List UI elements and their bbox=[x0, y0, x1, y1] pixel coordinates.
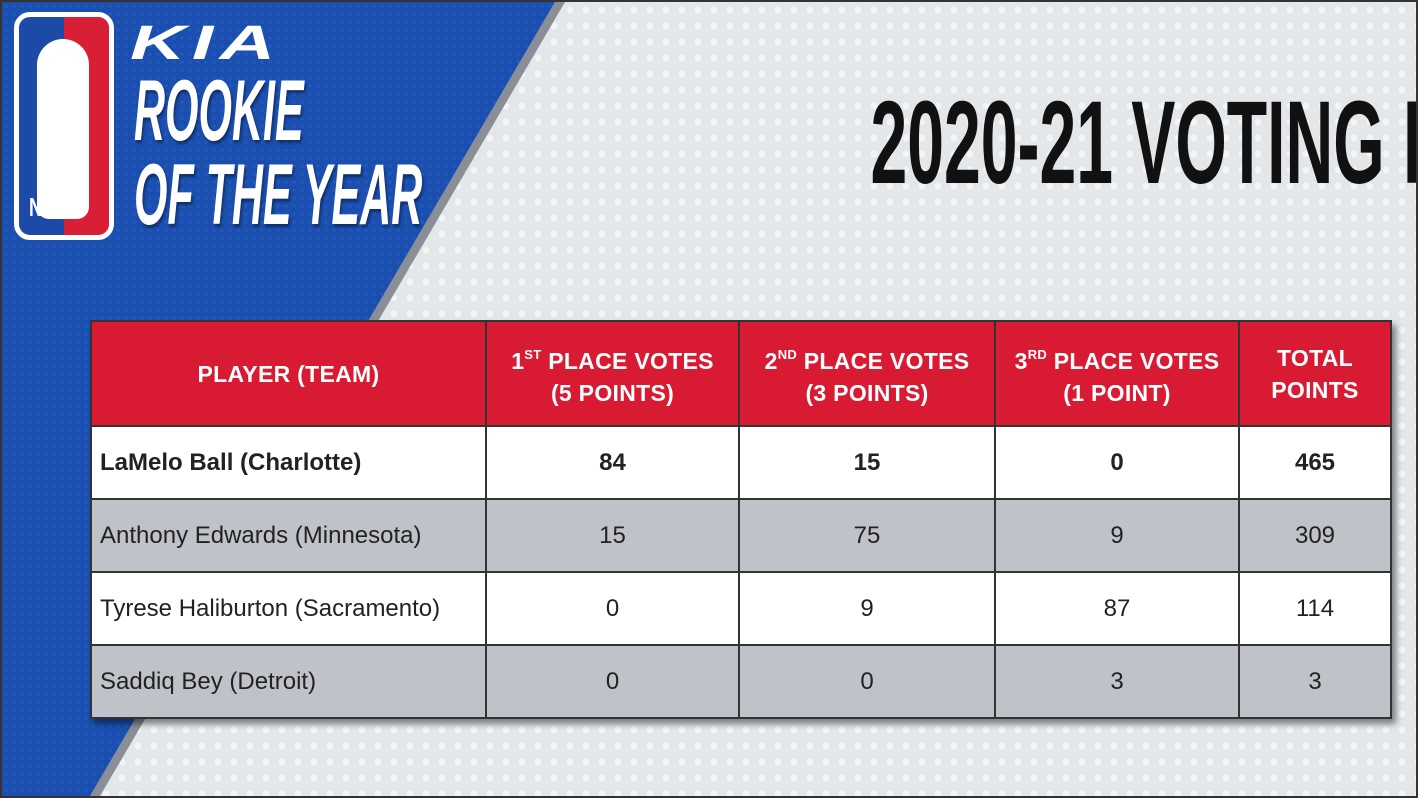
header-player: PLAYER (TEAM) bbox=[90, 320, 487, 427]
first-votes-cell: 84 bbox=[485, 425, 740, 500]
award-title-line1: ROOKIE bbox=[134, 63, 304, 159]
header-third-place: 3RD PLACE VOTES (1 POINT) bbox=[994, 320, 1240, 427]
table-row: Anthony Edwards (Minnesota) 15 75 9 309 bbox=[90, 498, 1392, 573]
third-votes-cell: 9 bbox=[994, 498, 1240, 573]
table-row: Tyrese Haliburton (Sacramento) 0 9 87 114 bbox=[90, 571, 1392, 646]
header-first-place: 1ST PLACE VOTES (5 POINTS) bbox=[485, 320, 740, 427]
total-points-cell: 3 bbox=[1238, 644, 1392, 719]
header-total: TOTAL POINTS bbox=[1238, 320, 1392, 427]
table-header-row: PLAYER (TEAM) 1ST PLACE VOTES (5 POINTS) … bbox=[90, 320, 1392, 427]
nba-logo-text: NBA bbox=[29, 192, 69, 222]
total-points-cell: 114 bbox=[1238, 571, 1392, 646]
voting-results-table: PLAYER (TEAM) 1ST PLACE VOTES (5 POINTS) … bbox=[90, 320, 1392, 719]
table-row: Saddiq Bey (Detroit) 0 0 3 3 bbox=[90, 644, 1392, 719]
player-cell: LaMelo Ball (Charlotte) bbox=[90, 425, 487, 500]
second-votes-cell: 15 bbox=[738, 425, 996, 500]
second-votes-cell: 9 bbox=[738, 571, 996, 646]
total-points-cell: 309 bbox=[1238, 498, 1392, 573]
first-votes-cell: 15 bbox=[485, 498, 740, 573]
player-cell: Anthony Edwards (Minnesota) bbox=[90, 498, 487, 573]
third-votes-cell: 0 bbox=[994, 425, 1240, 500]
second-votes-cell: 0 bbox=[738, 644, 996, 719]
third-votes-cell: 87 bbox=[994, 571, 1240, 646]
award-title-line2: OF THE YEAR bbox=[134, 147, 423, 243]
header-second-place: 2ND PLACE VOTES (3 POINTS) bbox=[738, 320, 996, 427]
first-votes-cell: 0 bbox=[485, 644, 740, 719]
third-votes-cell: 3 bbox=[994, 644, 1240, 719]
player-cell: Saddiq Bey (Detroit) bbox=[90, 644, 487, 719]
kia-logo: KIA bbox=[130, 17, 282, 70]
table-row: LaMelo Ball (Charlotte) 84 15 0 465 bbox=[90, 425, 1392, 500]
second-votes-cell: 75 bbox=[738, 498, 996, 573]
player-cell: Tyrese Haliburton (Sacramento) bbox=[90, 571, 487, 646]
player-silhouette-icon bbox=[37, 39, 89, 219]
page-title: 2020-21 VOTING RESULTS bbox=[870, 77, 1416, 209]
total-points-cell: 465 bbox=[1238, 425, 1392, 500]
first-votes-cell: 0 bbox=[485, 571, 740, 646]
nba-logo: NBA bbox=[14, 12, 114, 240]
